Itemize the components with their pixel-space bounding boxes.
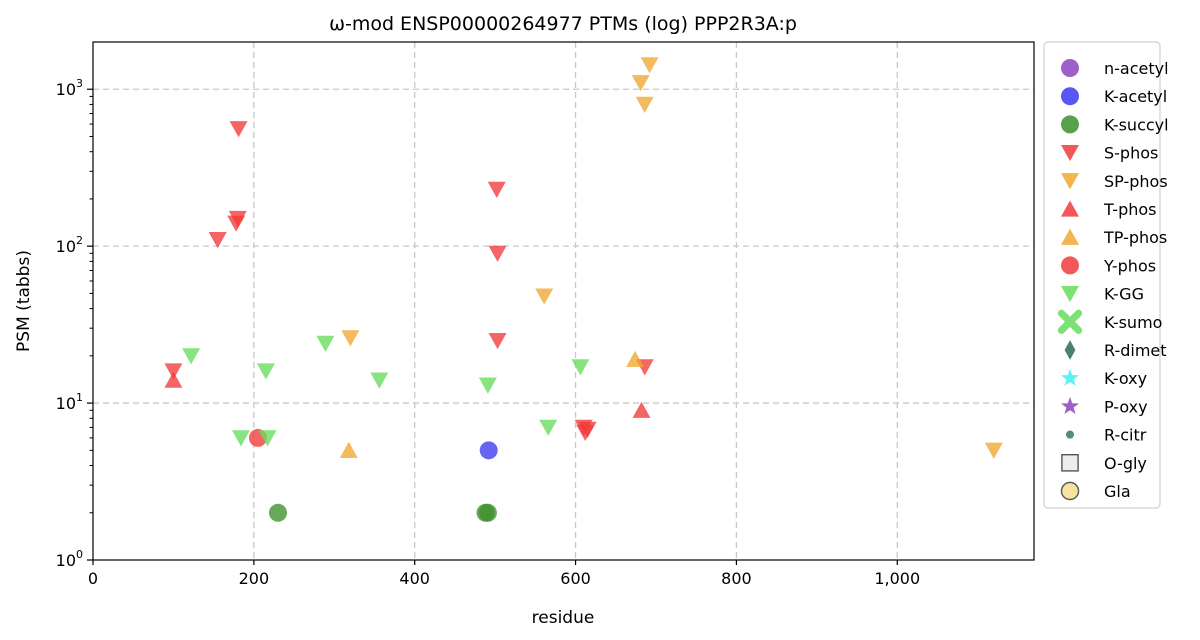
point-s-phos <box>578 421 597 438</box>
point-k-gg <box>256 363 275 380</box>
point-k-gg <box>316 335 335 352</box>
legend-marker-p-oxy <box>1061 396 1079 414</box>
point-sp-phos <box>984 442 1003 459</box>
point-s-phos <box>228 210 247 228</box>
data-points <box>164 57 1003 522</box>
y-tick-label: 101 <box>56 391 83 413</box>
point-tp-phos <box>626 350 645 367</box>
point-k-gg <box>478 377 497 394</box>
x-tick-label: 200 <box>239 569 270 588</box>
legend-marker-sp-phos <box>1061 173 1079 190</box>
y-tick-label: 100 <box>56 548 83 570</box>
legend-marker-k-gg <box>1061 285 1079 303</box>
legend-marker-n-acetyl <box>1061 59 1079 77</box>
point-t-phos <box>164 371 183 388</box>
x-tick-label: 600 <box>560 569 591 588</box>
x-tick-label: 800 <box>721 569 752 588</box>
point-k-gg <box>539 419 558 436</box>
legend-label: K-succyl <box>1104 115 1169 134</box>
point-s-phos <box>164 363 183 380</box>
legend-label: R-citr <box>1104 426 1147 445</box>
legend-label: K-GG <box>1104 285 1144 304</box>
legend-marker-k-succyl <box>1061 115 1079 134</box>
point-s-phos <box>488 245 507 262</box>
legend-marker-k-acetyl <box>1061 87 1079 106</box>
legend-marker-k-oxy <box>1061 368 1079 386</box>
legend-label: Gla <box>1104 482 1131 501</box>
legend-marker-tp-phos <box>1061 228 1079 245</box>
plot-frame <box>92 41 1035 561</box>
x-tick-label: 1,000 <box>874 569 920 588</box>
point-k-acetyl <box>479 441 498 460</box>
legend-marker-gla <box>1060 481 1080 501</box>
legend-box <box>1043 41 1161 509</box>
point-k-gg <box>370 372 389 389</box>
legend-marker-s-phos <box>1061 144 1079 162</box>
point-t-phos <box>632 401 651 418</box>
point-s-phos <box>229 121 248 138</box>
legend-label: TP-phos <box>1103 228 1167 247</box>
legend-marker-r-dimet <box>1064 340 1076 360</box>
point-k-succyl <box>268 503 287 522</box>
legend-label: SP-phos <box>1104 172 1168 191</box>
point-tp-phos <box>339 441 358 458</box>
y-tick-label: 103 <box>56 77 83 99</box>
legend-marker-y-phos <box>1061 256 1079 275</box>
legend-label: Y-phos <box>1103 256 1156 275</box>
legend-label: K-oxy <box>1104 369 1147 388</box>
legend-label: O-gly <box>1104 454 1147 473</box>
legend-label: S-phos <box>1104 144 1158 163</box>
point-s-phos <box>208 232 227 249</box>
y-axis-label: PSM (tabbs) <box>14 250 34 352</box>
point-sp-phos <box>640 57 659 74</box>
chart-title: ω-mod ENSP00000264977 PTMs (log) PPP2R3A… <box>329 13 797 35</box>
legend-marker-k-sumo <box>1057 309 1083 334</box>
legend-label: P-oxy <box>1104 397 1148 416</box>
y-tick-label: 102 <box>56 234 83 256</box>
point-k-gg <box>231 430 250 447</box>
point-sp-phos <box>631 75 650 92</box>
legend-label: R-dimet <box>1104 341 1167 360</box>
legend-marker-r-citr <box>1065 430 1075 439</box>
point-s-phos <box>487 181 506 198</box>
grid-lines <box>93 42 1034 560</box>
point-k-gg <box>258 430 277 447</box>
x-tick-label: 400 <box>399 569 430 588</box>
point-s-phos <box>488 332 507 350</box>
y-axis: 100 101 102 103 <box>56 77 93 570</box>
legend-label: T-phos <box>1103 200 1157 219</box>
x-axis: 0 200 400 600 800 1,000 <box>88 560 920 588</box>
legend-label: K-acetyl <box>1104 87 1167 106</box>
point-k-gg <box>571 359 590 376</box>
x-tick-label: 0 <box>88 569 98 588</box>
point-sp-phos <box>341 330 360 347</box>
point-sp-phos <box>635 96 654 113</box>
legend-label: n-acetyl <box>1104 59 1169 78</box>
point-sp-phos <box>535 288 554 305</box>
legend: n-acetyl K-acetyl K-succyl S-phos SP-phos T-p… <box>1043 41 1169 509</box>
legend-label: K-sumo <box>1104 313 1162 332</box>
x-axis-label: residue <box>532 608 595 628</box>
legend-marker-o-gly <box>1061 454 1079 472</box>
point-k-succyl <box>478 503 497 522</box>
legend-marker-t-phos <box>1061 200 1079 217</box>
point-k-gg <box>182 348 201 365</box>
